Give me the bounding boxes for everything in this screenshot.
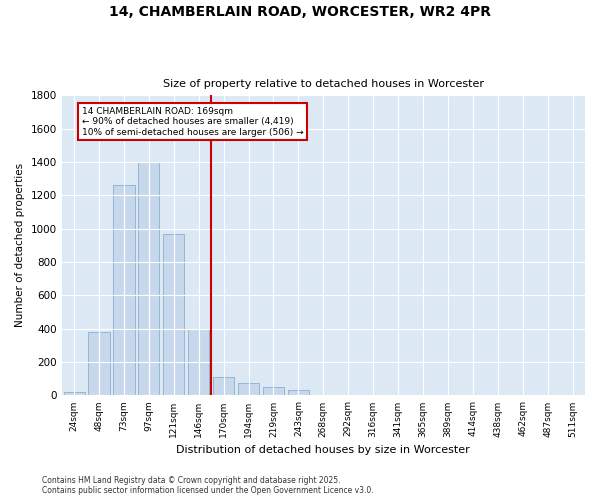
- Text: 14 CHAMBERLAIN ROAD: 169sqm
← 90% of detached houses are smaller (4,419)
10% of : 14 CHAMBERLAIN ROAD: 169sqm ← 90% of det…: [82, 107, 303, 137]
- Bar: [138, 162, 160, 396]
- Text: Contains HM Land Registry data © Crown copyright and database right 2025.
Contai: Contains HM Land Registry data © Crown c…: [42, 476, 374, 495]
- Bar: [188, 328, 209, 396]
- Bar: [263, 387, 284, 396]
- X-axis label: Distribution of detached houses by size in Worcester: Distribution of detached houses by size …: [176, 445, 470, 455]
- Bar: [163, 234, 184, 396]
- Bar: [88, 332, 110, 396]
- Bar: [288, 390, 309, 396]
- Bar: [238, 383, 259, 396]
- Title: Size of property relative to detached houses in Worcester: Size of property relative to detached ho…: [163, 79, 484, 89]
- Text: 14, CHAMBERLAIN ROAD, WORCESTER, WR2 4PR: 14, CHAMBERLAIN ROAD, WORCESTER, WR2 4PR: [109, 5, 491, 19]
- Bar: [213, 377, 234, 396]
- Bar: [313, 394, 334, 396]
- Y-axis label: Number of detached properties: Number of detached properties: [15, 164, 25, 328]
- Bar: [113, 186, 134, 396]
- Bar: [64, 392, 85, 396]
